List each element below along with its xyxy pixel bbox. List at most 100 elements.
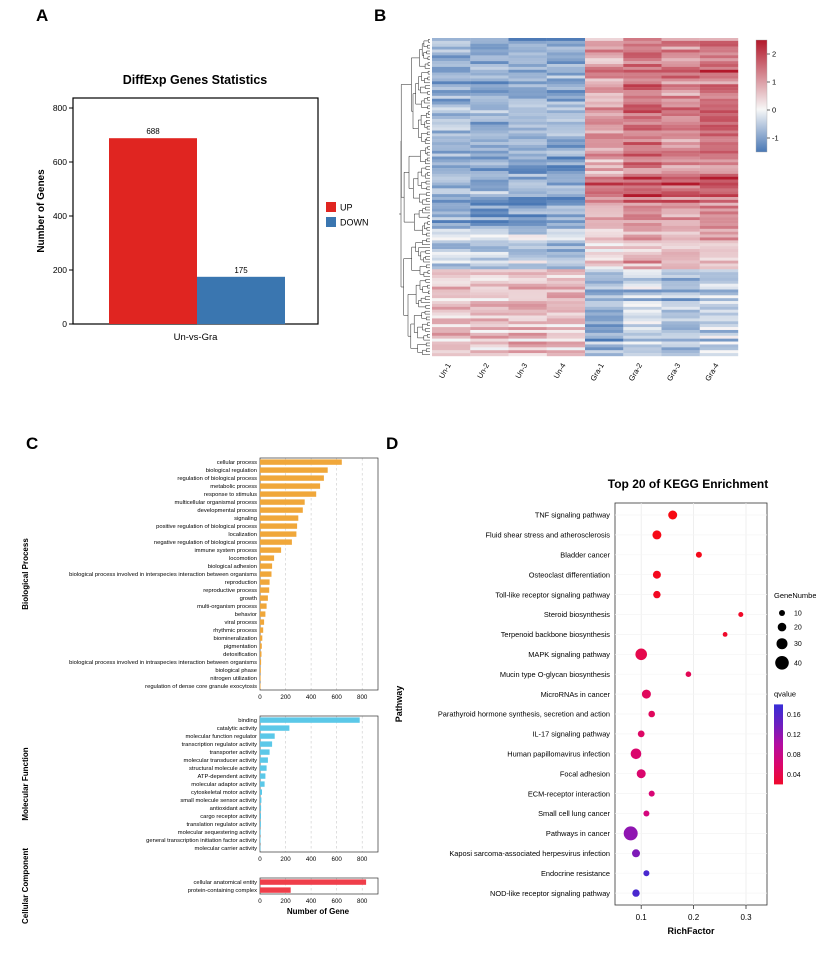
- x-tick-label: 200: [280, 898, 291, 905]
- kegg-point: [637, 730, 645, 738]
- qvalue-colorbar: [774, 704, 783, 785]
- x-tick-label: 200: [280, 694, 291, 701]
- kegg-point: [632, 849, 640, 858]
- go-term-label: viral process: [224, 620, 257, 626]
- go-term-label: developmental process: [197, 508, 257, 514]
- pathway-label: IL-17 signaling pathway: [532, 730, 610, 739]
- go-bar: [260, 643, 262, 649]
- section-border: [259, 715, 379, 853]
- kegg-point: [643, 870, 650, 877]
- go-term-label: biological process involved in intraspec…: [69, 660, 257, 666]
- pathway-label: MAPK signaling pathway: [528, 650, 610, 659]
- go-bar: [260, 717, 360, 723]
- go-term-label: ATP-dependent activity: [197, 774, 257, 780]
- pathway-label: Steroid biosynthesis: [544, 610, 610, 619]
- y-axis-label: Number of Genes: [36, 169, 47, 253]
- plot-border: [614, 502, 768, 906]
- heatmap-col-label: Gra-4: [703, 362, 720, 383]
- x-tick-label: 400: [306, 856, 317, 863]
- bar-value-label: 688: [146, 127, 160, 136]
- go-section-bars: cellular anatomical entity protein-contai…: [188, 879, 367, 894]
- genenumber-legend-title: GeneNumber: [774, 591, 816, 600]
- go-term-label: protein-containing complex: [188, 888, 257, 894]
- go-bar: [260, 467, 328, 473]
- go-bar: [260, 595, 268, 601]
- pathway-label: Osteoclast differentiation: [529, 570, 610, 579]
- go-term-label: detoxification: [223, 652, 257, 658]
- x-tick-label: 800: [357, 856, 368, 863]
- go-bar: [260, 659, 262, 665]
- row-dendrogram: [399, 39, 430, 355]
- kegg-point: [632, 889, 640, 897]
- x-tick-label: 200: [280, 856, 291, 863]
- go-bar: [260, 611, 266, 617]
- go-term-label: biological regulation: [206, 468, 257, 474]
- kegg-point: [653, 590, 661, 599]
- legend-label: UP: [340, 203, 353, 213]
- heatmap-col-label: Un-3: [513, 362, 529, 381]
- heatmap-col-label: Gra-2: [627, 362, 644, 383]
- section-border: [259, 877, 379, 895]
- go-bar: [260, 683, 261, 689]
- kegg-point: [722, 632, 728, 637]
- go-bar: [260, 797, 262, 803]
- go-term-label: molecular function regulator: [185, 734, 257, 740]
- go-bar: [260, 539, 292, 545]
- go-bar: [260, 821, 261, 827]
- kegg-point: [635, 648, 647, 661]
- pathway-label: Terpenoid backbone biosynthesis: [501, 630, 611, 639]
- go-term-label: immune system process: [195, 548, 258, 554]
- kegg-point: [685, 671, 692, 677]
- go-bar: [260, 563, 273, 569]
- colorbar-tick-label: 0: [772, 106, 776, 115]
- colorbar-tick-label: 1: [772, 78, 776, 87]
- size-legend-label: 30: [794, 641, 802, 648]
- x-tick-label: 600: [332, 898, 343, 905]
- go-bar: [260, 619, 265, 625]
- go-term-label: molecular carrier activity: [195, 846, 258, 852]
- panel-a-letter: A: [36, 6, 49, 25]
- go-bar: [260, 829, 261, 835]
- x-tick-label: 0: [258, 694, 262, 701]
- go-bar: [260, 587, 270, 593]
- x-tick-label: 0.3: [740, 913, 752, 922]
- bar-up: [109, 138, 197, 324]
- go-bar: [260, 725, 290, 731]
- x-axis-label: Un-vs-Gra: [174, 332, 219, 343]
- y-tick-label: 200: [53, 265, 67, 275]
- go-term-label: metabolic process: [210, 484, 257, 490]
- heatmap-column-labels: Un-1 Un-2 Un-3 Un-4 Gra-1 Gra-2 Gra-3 Gra-4: [437, 362, 721, 383]
- go-term-label: localization: [228, 532, 257, 538]
- bar-value-label: 175: [234, 266, 248, 275]
- go-bar: [260, 733, 275, 739]
- pathway-label: Fluid shear stress and atherosclerosis: [486, 531, 611, 540]
- go-bar: [260, 515, 299, 521]
- x-tick-label: 800: [357, 898, 368, 905]
- y-tick-label: 600: [53, 157, 67, 167]
- kegg-title: Top 20 of KEGG Enrichment: [608, 477, 768, 491]
- go-term-label: molecular transducer activity: [184, 758, 258, 764]
- go-term-label: behavior: [235, 612, 257, 618]
- kegg-point: [668, 510, 678, 520]
- go-term-label: signaling: [234, 516, 257, 522]
- go-term-label: regulation of biological process: [177, 476, 257, 482]
- go-bar: [260, 491, 317, 497]
- pathway-label: Small cell lung cancer: [538, 809, 610, 818]
- go-term-label: transporter activity: [210, 750, 257, 756]
- heatmap-col-label: Un-2: [475, 362, 491, 381]
- bar-down: [197, 276, 285, 325]
- pathway-label: NOD-like receptor signaling pathway: [490, 889, 610, 898]
- go-term-label: catalytic activity: [217, 726, 257, 732]
- go-term-label: response to stimulus: [204, 492, 257, 498]
- go-term-label: regulation of dense core granule exocyto…: [145, 684, 257, 690]
- heatmap-col-label: Un-4: [552, 362, 568, 381]
- go-section-bars: binding catalytic activity molecular funct…: [146, 717, 360, 852]
- panel-b-letter: B: [374, 6, 387, 25]
- qvalue-tick-label: 0.08: [787, 752, 801, 759]
- go-bar: [260, 765, 267, 771]
- expression-heatmap: Un-1 Un-2 Un-3 Un-4 Gra-1 Gra-2 Gra-3 Gra-4 2 1 0 -…: [399, 38, 779, 383]
- go-term-label: rhythmic process: [213, 628, 257, 634]
- pathway-label: Toll-like receptor signaling pathway: [495, 590, 610, 599]
- x-tick-label: 0.1: [636, 913, 648, 922]
